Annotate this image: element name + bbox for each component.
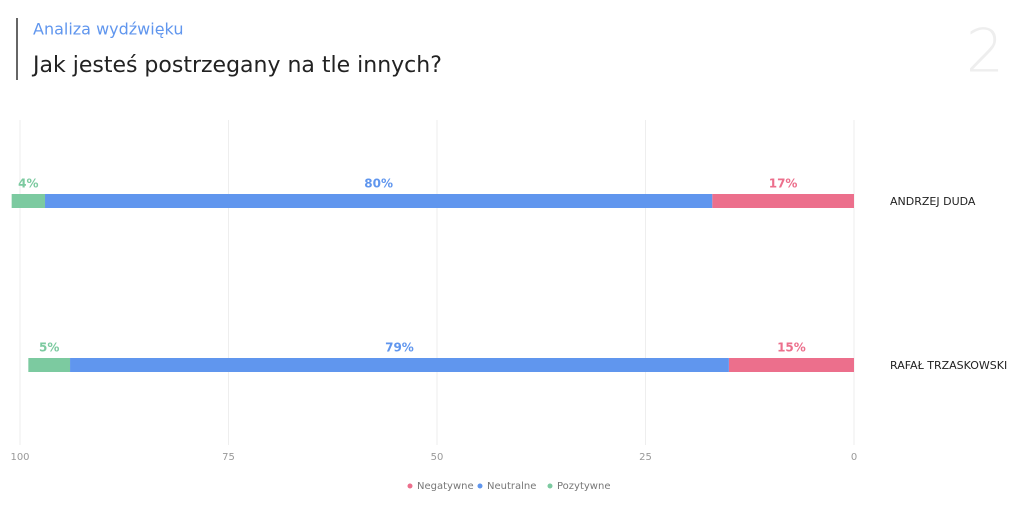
page-number: 2 (966, 17, 1004, 87)
legend-label: Pozytywne (557, 481, 610, 492)
subtitle: Analiza wydźwięku (33, 20, 183, 39)
bar-segment (70, 358, 729, 372)
bar-segment (712, 194, 854, 208)
title: Jak jesteś postrzegany na tle innych? (31, 53, 442, 78)
legend-label: Negatywne (417, 481, 474, 492)
value-label: 79% (385, 341, 414, 355)
bar-segment (45, 194, 713, 208)
legend-marker (407, 483, 413, 489)
legend-marker (547, 483, 553, 489)
x-tick-label: 25 (639, 452, 652, 463)
x-tick-label: 0 (851, 452, 857, 463)
bar-segment (11, 194, 46, 208)
x-tick-label: 100 (10, 452, 29, 463)
x-tick-label: 75 (222, 452, 235, 463)
bar-segment (728, 358, 854, 372)
bar-segment (28, 358, 71, 372)
value-label: 4% (18, 177, 38, 191)
value-label: 15% (777, 341, 806, 355)
x-tick-label: 50 (431, 452, 444, 463)
category-label: ANDRZEJ DUDA (890, 195, 976, 208)
value-label: 5% (39, 341, 59, 355)
value-label: 17% (769, 177, 798, 191)
value-label: 80% (364, 177, 393, 191)
legend-marker (477, 483, 483, 489)
category-label: RAFAŁ TRZASKOWSKI (890, 359, 1007, 372)
legend-label: Neutralne (487, 481, 536, 492)
